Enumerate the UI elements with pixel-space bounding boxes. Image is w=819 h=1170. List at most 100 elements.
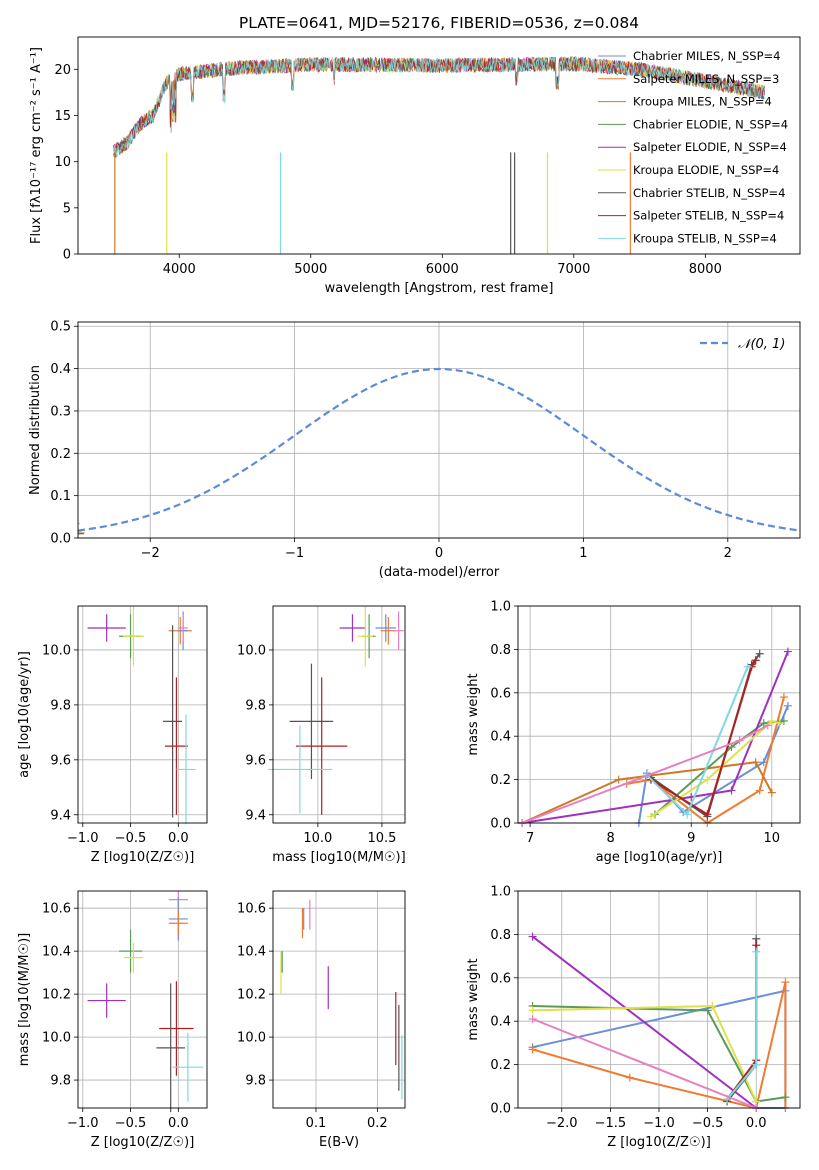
panel-5: −1.0 −0.5 0.0 9.8 10.0 10.2 10.4 10.6 Z [log10(Z… bbox=[17, 890, 208, 1150]
error-bar bbox=[172, 1032, 204, 1102]
error-bar bbox=[393, 611, 404, 650]
x-tick-label: 9 bbox=[687, 831, 695, 846]
x-axis-label: E(B-V) bbox=[319, 1135, 359, 1150]
weight-line bbox=[646, 666, 749, 817]
legend-entry: Chabrier STELIB, N_SSP=4 bbox=[633, 186, 785, 200]
weight-point bbox=[528, 1045, 537, 1054]
y-axis-label: mass weight bbox=[466, 673, 481, 755]
y-tick-label: 20 bbox=[54, 63, 71, 78]
legend-entry: Chabrier MILES, N_SSP=4 bbox=[633, 49, 780, 63]
weight-point bbox=[614, 775, 623, 784]
weight-point bbox=[755, 786, 764, 795]
weight-point bbox=[752, 1060, 761, 1069]
weight-line bbox=[521, 651, 789, 824]
chart-title: PLATE=0641, MJD=52176, FIBERID=0536, z=0… bbox=[239, 14, 639, 32]
error-bar bbox=[176, 714, 196, 825]
weight-point bbox=[767, 788, 776, 797]
x-tick-label: 10.5 bbox=[367, 831, 396, 846]
axes-frame bbox=[272, 890, 406, 1109]
weight-line bbox=[650, 659, 757, 816]
y-tick-label: 0.6 bbox=[490, 686, 511, 701]
x-axis-label: age [log10(age/yr)] bbox=[596, 850, 723, 865]
y-tick-label: 9.8 bbox=[245, 698, 266, 713]
weight-line bbox=[726, 938, 758, 1103]
y-tick-label: 1.0 bbox=[490, 600, 511, 615]
y-axis-label: Normed distribution bbox=[28, 365, 43, 495]
error-bar bbox=[163, 625, 183, 818]
y-tick-label: 15 bbox=[54, 109, 71, 124]
error-bar bbox=[159, 981, 194, 1076]
y-tick-label: 9.6 bbox=[245, 753, 266, 768]
x-tick-label: −1.0 bbox=[67, 1116, 99, 1131]
x-tick-label: 5000 bbox=[294, 262, 327, 277]
y-tick-label: 0.2 bbox=[490, 1058, 511, 1073]
y-tick-label: 10.0 bbox=[237, 1031, 266, 1046]
x-axis-label: wavelength [Angstrom, rest frame] bbox=[325, 281, 554, 296]
y-tick-label: 9.4 bbox=[245, 808, 266, 823]
legend-entry: Salpeter MILES, N_SSP=3 bbox=[633, 72, 779, 86]
x-tick-label: −2.0 bbox=[546, 1116, 578, 1131]
x-tick-label: 2 bbox=[724, 546, 732, 561]
axes-frame bbox=[272, 605, 406, 824]
error-bar bbox=[339, 614, 366, 642]
weight-point bbox=[781, 978, 790, 987]
weight-point bbox=[763, 721, 772, 730]
weight-point bbox=[528, 1015, 537, 1024]
y-tick-label: 0.4 bbox=[50, 362, 71, 377]
y-tick-label: 10.4 bbox=[237, 945, 266, 960]
error-bar bbox=[168, 910, 188, 937]
y-tick-label: 10.6 bbox=[42, 902, 71, 917]
weight-point bbox=[781, 1093, 790, 1102]
x-tick-label: 1 bbox=[579, 546, 587, 561]
x-axis-label: Z [log10(Z/Z☉)] bbox=[91, 850, 195, 865]
spectrum-line bbox=[113, 55, 765, 158]
x-tick-label: 7 bbox=[526, 831, 534, 846]
axes-frame bbox=[77, 36, 801, 255]
y-axis-label: mass [log10(M/M☉)] bbox=[17, 933, 32, 1066]
gaussian-reference bbox=[78, 367, 800, 532]
weight-point bbox=[775, 719, 784, 728]
y-tick-label: 9.8 bbox=[50, 698, 71, 713]
error-bar bbox=[87, 983, 126, 1018]
panel-7: −2.0 −1.5 −1.0 −0.5 0.0 0.0 0.2 0.4 0.6 0.8 1.0 Z [… bbox=[466, 885, 801, 1150]
error-bar bbox=[357, 606, 373, 667]
axes-frame bbox=[517, 605, 801, 824]
y-tick-label: 10.6 bbox=[237, 902, 266, 917]
y-axis-label: Flux [fλ10⁻¹⁷ erg cm⁻² s⁻¹ A⁻¹] bbox=[29, 47, 44, 244]
weight-point bbox=[727, 786, 736, 795]
x-axis-label: Z [log10(Z/Z☉)] bbox=[91, 1135, 195, 1150]
x-axis-label: (data-model)/error bbox=[379, 565, 500, 580]
error-bar bbox=[380, 616, 397, 645]
x-tick-label: 8 bbox=[607, 831, 615, 846]
x-tick-label: 4000 bbox=[163, 262, 196, 277]
x-tick-label: −1.5 bbox=[595, 1116, 627, 1131]
weight-point bbox=[703, 775, 712, 784]
x-tick-label: 6000 bbox=[426, 262, 459, 277]
error-bar bbox=[87, 614, 126, 642]
x-tick-label: 7000 bbox=[557, 262, 590, 277]
y-tick-label: 9.8 bbox=[245, 1074, 266, 1089]
weight-point bbox=[759, 719, 768, 728]
error-bar bbox=[178, 614, 188, 642]
legend-entry: Salpeter ELODIE, N_SSP=4 bbox=[633, 140, 787, 154]
x-axis-label: Z [log10(Z/Z☉)] bbox=[607, 1135, 711, 1150]
x-tick-label: −0.5 bbox=[692, 1116, 724, 1131]
y-tick-label: 0.2 bbox=[490, 773, 511, 788]
x-tick-label: −1 bbox=[285, 546, 304, 561]
weight-point bbox=[752, 947, 761, 956]
y-tick-label: 0.5 bbox=[50, 320, 71, 335]
y-tick-label: 0.0 bbox=[50, 532, 71, 547]
y-tick-label: 0.1 bbox=[50, 489, 71, 504]
y-tick-label: 0.6 bbox=[490, 971, 511, 986]
weight-point bbox=[755, 649, 764, 658]
legend-entry: 𝒩(0, 1) bbox=[738, 337, 785, 352]
y-tick-label: 10 bbox=[54, 155, 71, 170]
weight-line bbox=[521, 761, 773, 824]
x-tick-label: 0 bbox=[435, 546, 443, 561]
error-bar bbox=[164, 677, 188, 815]
weight-point bbox=[703, 1006, 712, 1015]
y-tick-label: 1.0 bbox=[490, 885, 511, 900]
error-bar bbox=[122, 606, 144, 667]
weight-point bbox=[767, 717, 776, 726]
